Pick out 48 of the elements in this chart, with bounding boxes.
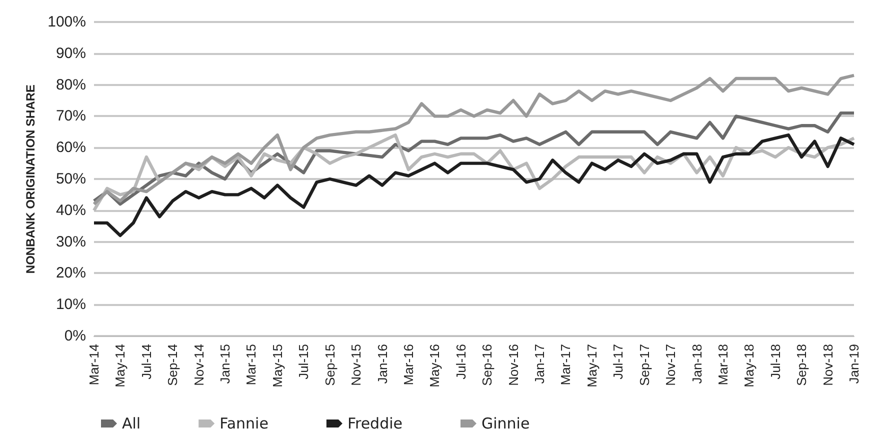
y-tick-label: 10% [56,296,86,314]
legend-label: Fannie [220,414,268,432]
x-tick-label: Jul-14 [138,344,154,380]
x-tick-label: Sep-17 [636,344,652,386]
x-tick-label: Mar-15 [244,344,259,386]
legend-label: Ginnie [481,414,530,432]
y-tick-label: 80% [56,76,86,94]
x-tick-label: Mar-18 [715,344,730,386]
y-tick-label: 0% [64,328,86,344]
x-tick-label: Nov-16 [506,344,521,386]
x-tick-label: May-14 [112,344,128,388]
x-tick-label: Mar-16 [400,344,416,386]
y-tick-label: 70% [56,108,86,125]
y-tick-label: 30% [56,233,86,250]
x-tick-label: May-18 [742,344,757,388]
y-tick-label: 20% [56,264,86,282]
x-tick-label: Nov-17 [663,344,678,386]
y-tick-label: 100% [48,14,86,30]
x-tick-label: Jan-15 [218,344,233,384]
x-tick-label: Sep-16 [480,344,495,386]
x-tick-label: Jan-18 [689,344,704,384]
y-tick-label: 50% [56,170,86,188]
legend-label: All [122,414,141,432]
x-tick-label: May-15 [270,344,285,388]
y-axis-title: NONBANK ORIGINATION SHARE [24,84,38,274]
x-tick-label: Sep-14 [165,344,180,386]
x-tick-label: Nov-15 [348,344,364,386]
x-tick-label: May-16 [427,344,442,388]
y-tick-label: 60% [56,139,86,156]
x-tick-label: Nov-18 [820,344,836,386]
x-tick-label: Jul-18 [768,344,783,380]
y-tick-label: 90% [56,44,86,62]
x-tick-label: Jul-15 [296,344,312,380]
line-series [92,74,856,206]
x-tick-label: Mar-14 [86,344,102,386]
x-tick-label: Jul-16 [453,344,468,380]
y-tick-label: 40% [56,202,86,219]
x-tick-label: Mar-17 [558,344,574,386]
x-tick-label: May-17 [584,344,600,388]
line-series [92,133,856,238]
x-tick-label: Sep-18 [794,344,810,386]
x-tick-label: Jul-17 [610,344,626,380]
legend-label: Freddie [347,414,402,432]
x-tick-label: Jan-16 [374,344,390,384]
x-tick-label: Sep-15 [322,344,338,386]
x-tick-label: Jan-19 [846,344,862,384]
x-tick-label: Jan-17 [532,344,548,384]
x-tick-label: Nov-14 [191,344,206,386]
